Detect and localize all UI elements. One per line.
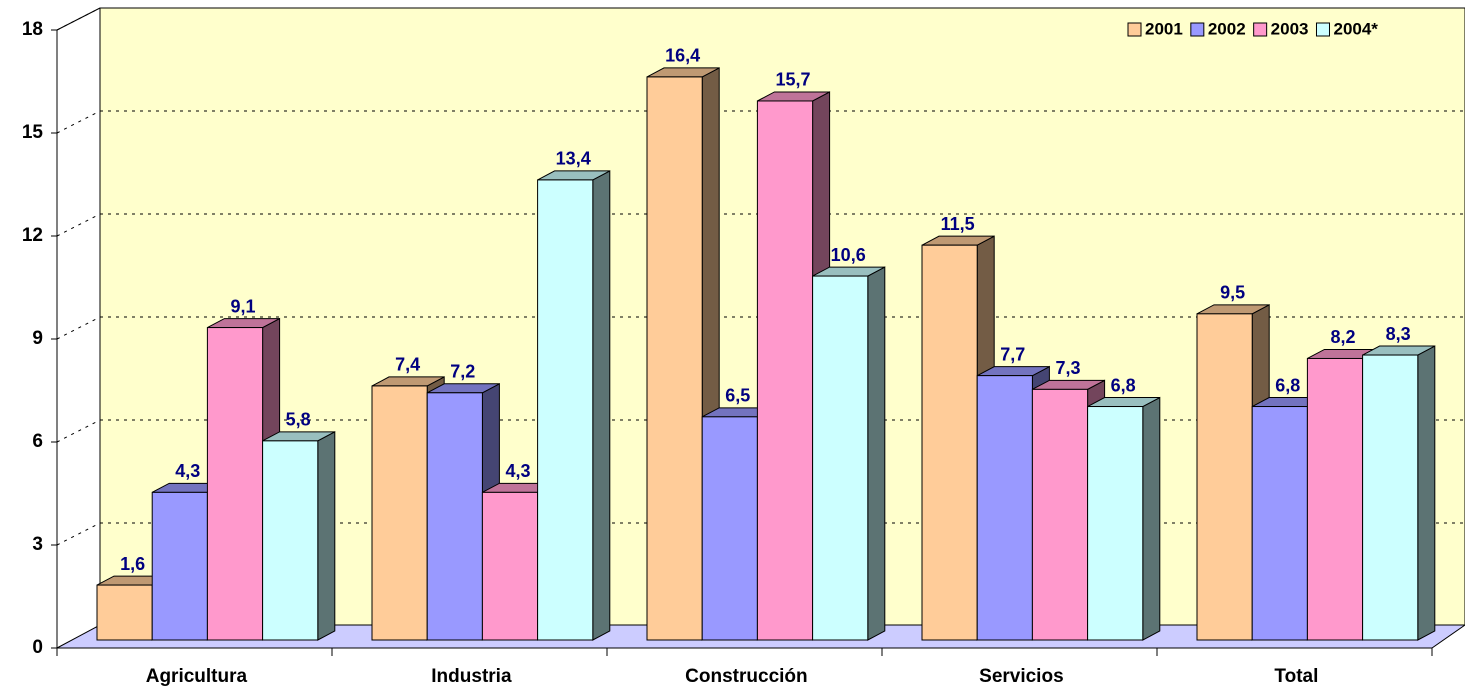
value-label: 4,3 — [175, 461, 200, 481]
x-tick-label: Servicios — [979, 666, 1064, 687]
grid-line — [56, 522, 101, 546]
bar — [96, 584, 153, 641]
value-label: 10,6 — [831, 245, 866, 265]
bar — [1196, 313, 1253, 641]
bar — [921, 244, 978, 641]
y-tick-label: 9 — [32, 328, 43, 349]
value-label: 6,5 — [725, 386, 750, 406]
bar — [646, 76, 703, 641]
bar — [976, 375, 1033, 641]
bar-side — [592, 170, 611, 641]
bar-side — [1417, 345, 1436, 641]
y-tick-label: 15 — [22, 122, 44, 143]
bar-side — [1142, 396, 1161, 641]
value-label: 9,1 — [230, 296, 255, 316]
value-label: 9,5 — [1220, 283, 1245, 303]
y-tick-label: 0 — [32, 637, 43, 658]
legend-label: 2004* — [1333, 19, 1378, 38]
bar — [1031, 388, 1089, 641]
value-label: 6,8 — [1111, 375, 1136, 395]
y-tick-label: 18 — [22, 19, 43, 40]
legend-swatch — [1127, 22, 1142, 37]
y-tick-label: 12 — [22, 225, 43, 246]
grid-line — [56, 110, 101, 134]
grid-line — [56, 213, 101, 237]
grid-line — [56, 7, 101, 31]
value-label: 8,2 — [1330, 327, 1355, 347]
x-tick-label: Agricultura — [146, 666, 248, 687]
bar — [756, 100, 814, 641]
value-label: 7,2 — [450, 362, 475, 382]
value-label: 7,7 — [1000, 344, 1025, 364]
x-tick-label: Total — [1274, 666, 1318, 687]
legend-swatch — [1315, 22, 1330, 37]
bar — [1362, 354, 1419, 641]
bar — [206, 327, 264, 641]
legend-label: 2002 — [1208, 19, 1246, 38]
legend-label: 2001 — [1145, 19, 1183, 38]
bar — [537, 179, 594, 641]
bar-side — [317, 431, 336, 641]
legend-swatch — [1190, 22, 1205, 37]
bar — [426, 392, 483, 641]
bar — [481, 491, 539, 641]
value-label: 4,3 — [505, 461, 530, 481]
legend-label: 2003 — [1271, 19, 1309, 38]
bar — [262, 440, 319, 641]
value-label: 6,8 — [1275, 375, 1300, 395]
value-label: 1,6 — [120, 554, 145, 574]
x-tick-label: Industria — [431, 666, 512, 687]
y-tick-label: 3 — [32, 534, 43, 555]
y-tick-label: 6 — [32, 431, 43, 452]
bar — [1251, 406, 1308, 641]
value-label: 16,4 — [665, 46, 700, 66]
bar-side — [867, 266, 886, 641]
bar — [1306, 357, 1364, 641]
value-label: 7,3 — [1055, 358, 1080, 378]
value-label: 7,4 — [395, 355, 420, 375]
grid-line — [56, 316, 101, 340]
x-tick-label: Construcción — [685, 666, 807, 687]
grid-line — [56, 419, 101, 443]
bar — [701, 416, 758, 641]
legend-swatch — [1253, 22, 1268, 37]
bar — [1087, 406, 1144, 641]
value-label: 11,5 — [941, 214, 975, 234]
bar — [371, 385, 428, 641]
bar — [812, 275, 869, 641]
value-label: 5,8 — [286, 410, 311, 430]
value-label: 13,4 — [556, 149, 591, 169]
value-label: 15,7 — [775, 70, 810, 90]
value-label: 8,3 — [1386, 324, 1411, 344]
bar — [151, 491, 208, 641]
